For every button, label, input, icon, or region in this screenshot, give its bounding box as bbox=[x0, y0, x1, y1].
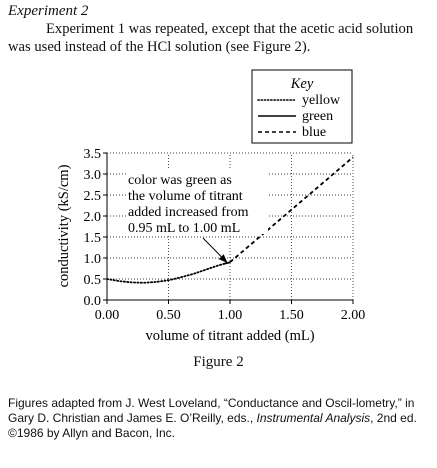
x-axis-label: volume of titrant added (mL) bbox=[145, 328, 314, 344]
source-note: Figures adapted from J. West Loveland, “… bbox=[8, 396, 433, 441]
y-tick-label: 1.5 bbox=[84, 231, 102, 246]
y-tick-label: 0.0 bbox=[84, 294, 102, 309]
x-tick-label: 0.00 bbox=[95, 308, 120, 323]
x-tick-label: 1.00 bbox=[218, 308, 243, 323]
y-tick-label: 0.5 bbox=[84, 273, 102, 288]
source-note-part-1: Figures adapted from J. West Loveland, “… bbox=[8, 396, 415, 425]
series-line-green bbox=[223, 261, 231, 265]
experiment-intro: Experiment 1 was repeated, except that t… bbox=[8, 21, 414, 55]
y-tick-label: 1.0 bbox=[84, 252, 102, 267]
annotation-line-4: 0.95 mL to 1.00 mL bbox=[128, 221, 240, 236]
legend: Key yellow green blue bbox=[251, 69, 353, 144]
y-axis-label: conductivity (kS/cm) bbox=[56, 164, 72, 287]
series-line-yellow bbox=[106, 262, 225, 284]
annotation-arrowhead bbox=[218, 254, 228, 263]
source-note-part-2: , 2nd ed. ©1986 by Allyn and Bacon, Inc. bbox=[8, 411, 417, 440]
annotation-arrow bbox=[202, 237, 222, 257]
legend-label-blue: blue bbox=[302, 125, 326, 140]
x-tick-label: 2.00 bbox=[341, 308, 366, 323]
y-tick-label: 2.0 bbox=[84, 210, 102, 225]
legend-label-yellow: yellow bbox=[302, 93, 341, 108]
annotation-backing bbox=[126, 170, 268, 234]
series-line-blue bbox=[229, 156, 354, 263]
figure-caption: Figure 2 bbox=[193, 354, 244, 370]
source-note-book-title: Instrumental Analysis bbox=[256, 411, 371, 425]
annotation-line-1: color was green as bbox=[128, 173, 232, 188]
annotation: color was green as the volume of titrant… bbox=[126, 170, 268, 263]
legend-box bbox=[251, 69, 353, 144]
x-tick-label: 1.50 bbox=[279, 308, 304, 323]
y-tick-label: 3.5 bbox=[84, 147, 102, 162]
chart-tick-labels: 0.0 0.5 1.0 1.5 2.0 2.5 3.0 3.5 0.00 0.50 1.00 1.50… bbox=[84, 147, 366, 323]
y-tick-label: 3.0 bbox=[84, 168, 102, 183]
annotation-line-3: added increased from bbox=[128, 205, 249, 220]
x-tick-label: 0.50 bbox=[156, 308, 181, 323]
figure-2-chart: 0.0 0.5 1.0 1.5 2.0 2.5 3.0 3.5 0.00 0.50 1.00 1.50… bbox=[56, 69, 366, 344]
y-tick-label: 2.5 bbox=[84, 189, 102, 204]
chart-series bbox=[106, 156, 354, 284]
legend-title: Key bbox=[290, 76, 314, 92]
annotation-line-2: the volume of titrant bbox=[128, 189, 243, 204]
experiment-heading: Experiment 2 bbox=[8, 3, 89, 19]
legend-label-green: green bbox=[302, 109, 333, 124]
